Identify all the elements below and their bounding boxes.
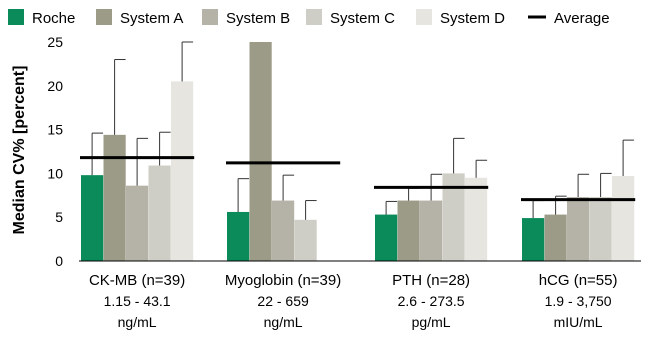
legend: Roche System A System B System C System D Ave… <box>8 9 610 27</box>
y-tick-label: 15 <box>47 122 63 138</box>
x-category-unit: pg/mL <box>412 314 451 330</box>
legend-swatch <box>306 9 322 25</box>
average-lines <box>80 156 636 202</box>
bar <box>272 200 295 261</box>
bar <box>465 177 488 261</box>
legend-label: Roche <box>32 10 75 27</box>
bar <box>442 173 465 261</box>
bar <box>612 176 635 261</box>
bar <box>544 214 567 261</box>
y-tick-label: 25 <box>47 34 63 50</box>
x-category-label: PTH (n=28) <box>392 272 470 289</box>
bar <box>249 42 272 261</box>
x-category-range: 2.6 - 273.5 <box>398 293 465 309</box>
bar <box>567 197 590 261</box>
x-category-unit: ng/mL <box>264 314 303 330</box>
legend-label: System A <box>120 10 183 27</box>
x-axis: CK-MB (n=39) 1.15 - 43.1 ng/mL Myoglobin (n… <box>79 260 641 330</box>
bar <box>81 175 104 261</box>
bar <box>126 185 149 261</box>
bar <box>227 211 250 261</box>
bar <box>103 134 126 261</box>
x-category-unit: ng/mL <box>118 314 157 330</box>
y-tick-label: 20 <box>47 78 63 94</box>
legend-label: System D <box>440 10 505 27</box>
y-axis: 0 5 10 15 20 25 <box>47 34 63 269</box>
bar <box>420 200 443 261</box>
legend-swatch <box>96 9 112 25</box>
legend-label: System C <box>330 10 395 27</box>
y-tick-label: 10 <box>47 165 63 181</box>
bar <box>375 214 398 261</box>
x-category-range: 1.15 - 43.1 <box>104 293 171 309</box>
x-category-label: CK-MB (n=39) <box>89 272 185 289</box>
legend-label: Average <box>554 10 610 27</box>
y-axis-label: Median CV% [percent] <box>11 66 28 235</box>
x-category-label: hCG (n=55) <box>539 272 618 289</box>
legend-label: System B <box>226 10 290 27</box>
legend-swatch <box>416 9 432 25</box>
bar <box>171 81 194 261</box>
bar <box>148 165 171 261</box>
bar <box>522 218 545 261</box>
x-category-label: Myoglobin (n=39) <box>225 272 341 289</box>
legend-swatch <box>8 9 24 25</box>
y-tick-label: 0 <box>55 253 63 269</box>
bar <box>294 219 317 261</box>
bar <box>397 200 420 261</box>
x-category-range: 1.9 - 3,750 <box>545 293 612 309</box>
error-bars <box>91 41 635 220</box>
x-category-range: 22 - 659 <box>257 293 309 309</box>
bars <box>81 42 635 261</box>
legend-swatch <box>202 9 218 25</box>
x-category-unit: mIU/mL <box>554 314 603 330</box>
y-tick-label: 5 <box>55 209 63 225</box>
bar <box>589 197 612 261</box>
